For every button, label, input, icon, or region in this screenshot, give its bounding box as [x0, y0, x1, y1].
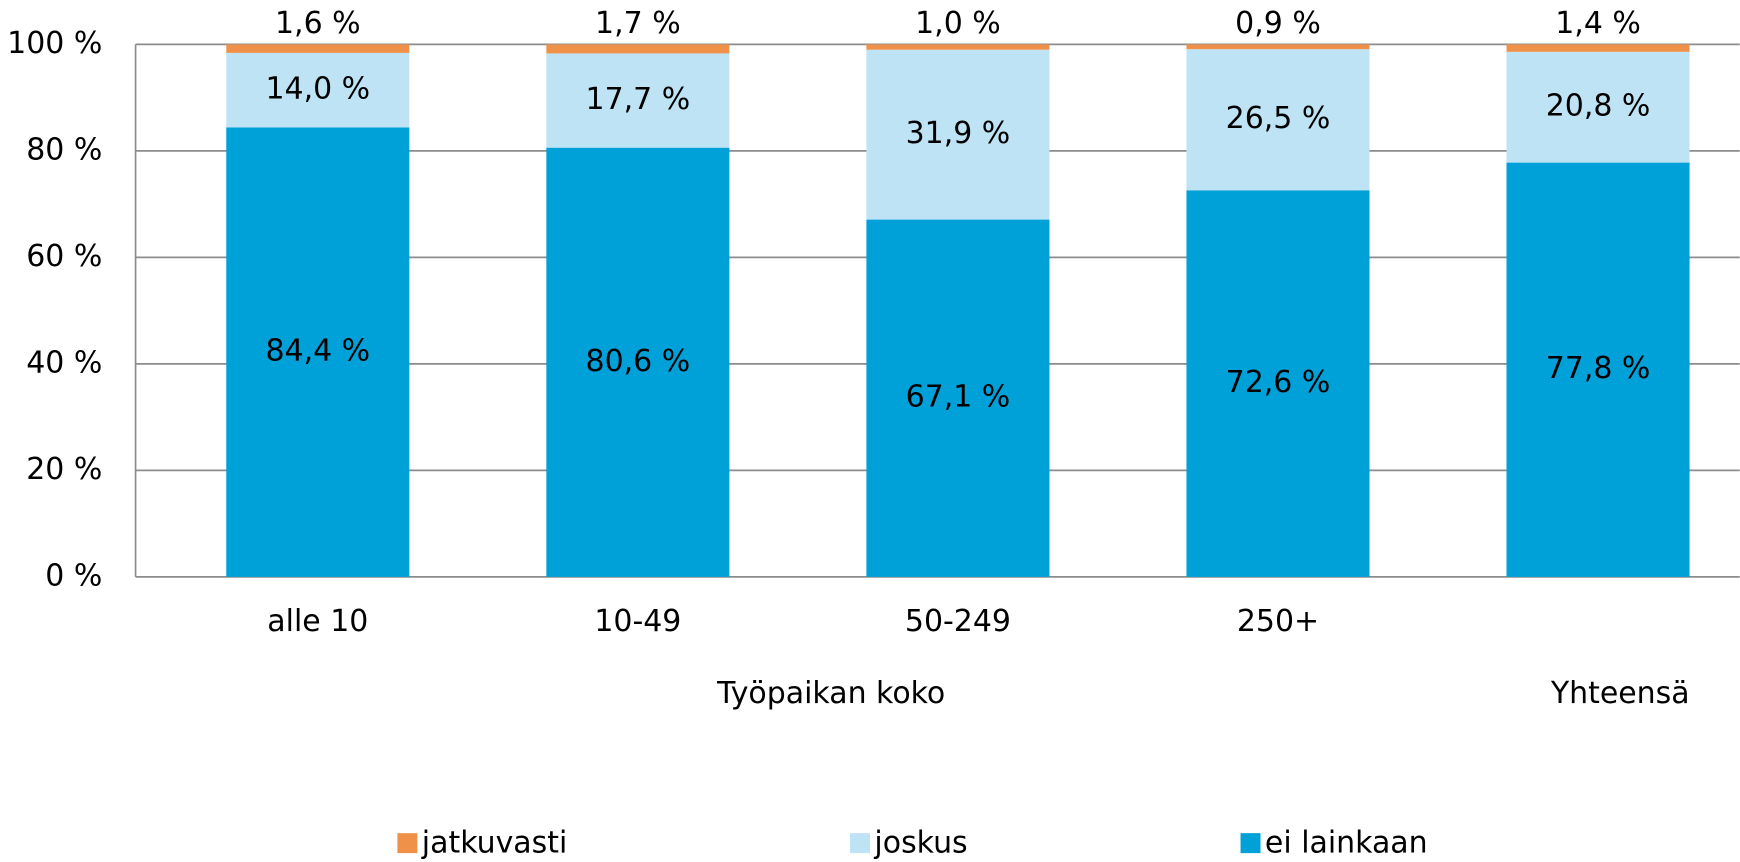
value-label: 14,0 % — [265, 72, 370, 107]
y-tick-label: 100 % — [7, 26, 102, 61]
group-label: Yhteensä — [1550, 676, 1690, 711]
legend-swatch — [397, 833, 418, 854]
value-label: 67,1 % — [906, 380, 1011, 415]
group-label: Työpaikan koko — [716, 676, 945, 711]
bar-segment — [226, 52, 410, 128]
bar-segment — [546, 44, 730, 54]
value-label: 0,9 % — [1235, 6, 1321, 41]
x-tick-label: 250+ — [1237, 604, 1319, 639]
bar-segment — [1506, 162, 1690, 577]
bar-segment — [226, 44, 410, 53]
bar-segment — [1506, 51, 1690, 163]
value-label: 84,4 % — [265, 334, 370, 369]
bar-segment — [866, 44, 1050, 50]
y-tick-label: 20 % — [26, 452, 102, 487]
value-label: 26,5 % — [1226, 101, 1331, 136]
value-label: 1,0 % — [915, 6, 1001, 41]
value-label: 72,6 % — [1226, 365, 1331, 400]
x-tick-label: alle 10 — [267, 604, 368, 639]
y-tick-label: 60 % — [26, 239, 102, 274]
legend-swatch — [1240, 833, 1261, 854]
legend-label: jatkuvasti — [421, 826, 568, 861]
value-label: 1,6 % — [275, 6, 361, 41]
bar-segment — [546, 53, 730, 148]
bar-segment — [1186, 44, 1370, 50]
value-label: 20,8 % — [1546, 89, 1651, 124]
bar-segment — [1506, 44, 1690, 52]
value-label: 1,4 % — [1555, 6, 1641, 41]
bar-segment — [866, 49, 1050, 220]
bar-segment — [226, 127, 410, 577]
y-tick-label: 0 % — [45, 558, 102, 593]
y-tick-label: 40 % — [26, 345, 102, 380]
value-label: 17,7 % — [586, 82, 691, 117]
x-tick-label: 10-49 — [594, 604, 681, 639]
bar-segment — [1186, 190, 1370, 577]
legend-label: ei lainkaan — [1265, 826, 1428, 861]
bar-segment — [546, 147, 730, 577]
value-label: 1,7 % — [595, 6, 681, 41]
value-label: 77,8 % — [1546, 351, 1651, 386]
value-label: 31,9 % — [906, 116, 1011, 151]
legend-label: joskus — [873, 826, 967, 861]
bar-segment — [1186, 49, 1370, 191]
bar-segment — [866, 219, 1050, 577]
x-tick-label: 50-249 — [905, 604, 1011, 639]
value-label: 80,6 % — [586, 344, 691, 379]
y-tick-label: 80 % — [26, 132, 102, 167]
legend-swatch — [850, 833, 870, 854]
